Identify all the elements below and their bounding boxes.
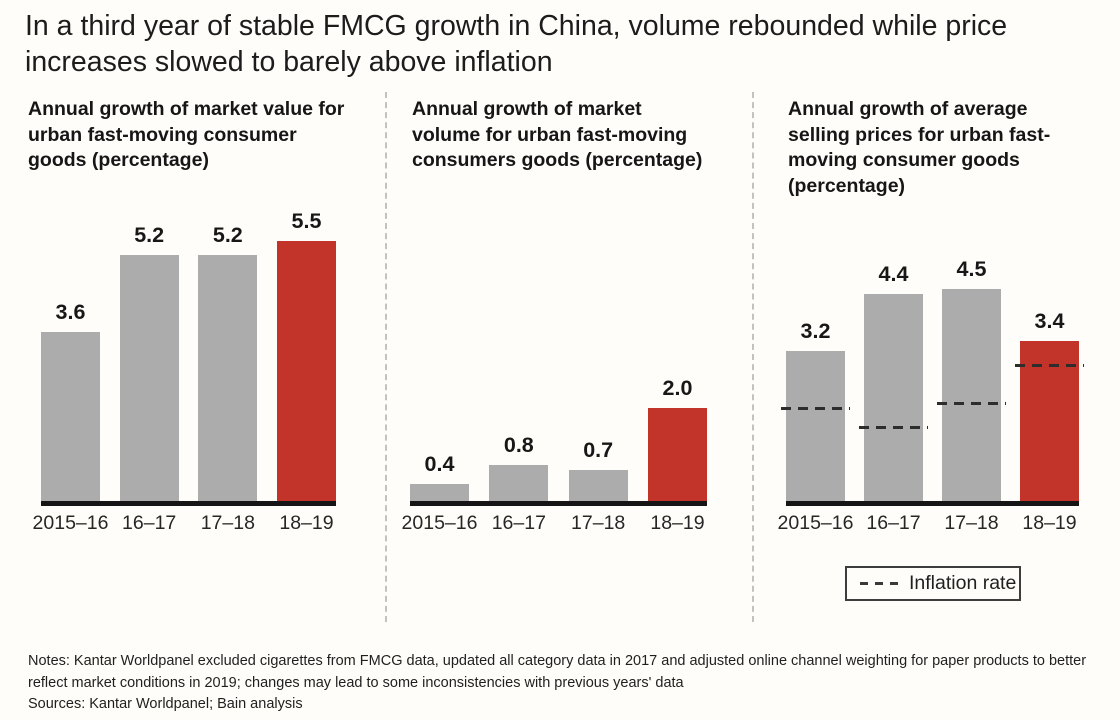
x-axis-labels: 2015–16 16–17 17–18 18–19 xyxy=(401,512,707,535)
x-axis-label: 18–19 xyxy=(1022,512,1077,534)
chart-title-selling-prices: Annual growth of average selling prices … xyxy=(788,98,1051,197)
x-axis-label: 17–18 xyxy=(571,512,626,534)
x-axis-label: 2015–16 xyxy=(401,512,478,534)
bar xyxy=(786,351,845,503)
page-title: In a third year of stable FMCG growth in… xyxy=(25,10,1008,78)
bar-group: 5.2 xyxy=(198,203,258,503)
bar-value-label: 3.4 xyxy=(1034,309,1065,333)
bar xyxy=(489,465,549,503)
bar xyxy=(410,484,469,503)
bar-group: 4.4 xyxy=(864,203,923,503)
bar-highlighted xyxy=(1020,341,1079,503)
bar-value-label: 0.7 xyxy=(583,438,614,462)
dashed-line-icon xyxy=(860,582,898,585)
bar-value-label: 5.5 xyxy=(291,209,322,233)
bar-group: 5.5 xyxy=(276,203,336,503)
x-axis-label: 18–19 xyxy=(279,512,334,534)
x-axis-baseline xyxy=(410,501,707,506)
bar-group: 5.2 xyxy=(119,203,179,503)
panel-divider xyxy=(752,92,754,622)
x-axis-baseline xyxy=(786,501,1079,506)
x-axis-labels: 2015–16 16–17 17–18 18–19 xyxy=(777,512,1079,535)
bar xyxy=(41,332,100,503)
chart-title-market-volume: Annual growth of market volume for urban… xyxy=(412,98,703,171)
bar-group: 3.6 xyxy=(41,203,100,503)
x-axis-label: 17–18 xyxy=(200,512,255,534)
chart-title-market-value: Annual growth of market value for urban … xyxy=(28,98,345,171)
inflation-rate-legend: Inflation rate xyxy=(845,566,1021,601)
bar-chart-selling-prices: 3.2 4.4 4.5 3.4 xyxy=(781,203,1084,506)
bar-group: 0.4 xyxy=(410,203,469,503)
bar-value-label: 0.4 xyxy=(424,452,455,476)
panel-divider xyxy=(385,92,387,622)
bar-group: 3.2 xyxy=(786,203,845,503)
x-axis-baseline xyxy=(41,501,336,506)
x-axis-labels: 2015–16 16–17 17–18 18–19 xyxy=(32,512,336,535)
bar-value-label: 3.2 xyxy=(800,319,831,343)
bar-group: 0.7 xyxy=(568,203,628,503)
bar-group: 3.4 xyxy=(1020,203,1079,503)
bar-highlighted xyxy=(276,241,336,503)
x-axis-label: 16–17 xyxy=(122,512,177,534)
bar-value-label: 4.5 xyxy=(956,257,987,281)
bar xyxy=(864,294,923,503)
x-axis-label: 2015–16 xyxy=(777,512,854,534)
bar xyxy=(198,255,258,503)
inflation-rate-line xyxy=(1015,364,1084,367)
x-axis-label: 16–17 xyxy=(866,512,921,534)
legend-label: Inflation rate xyxy=(909,572,1017,594)
bar xyxy=(119,255,179,503)
bar-value-label: 0.8 xyxy=(503,433,534,457)
x-axis-label: 2015–16 xyxy=(32,512,109,534)
bar xyxy=(568,470,628,503)
bar-value-label: 5.2 xyxy=(134,223,165,247)
bar xyxy=(942,289,1001,503)
x-axis-label: 18–19 xyxy=(650,512,705,534)
bar-group: 0.8 xyxy=(489,203,549,503)
bar-group: 2.0 xyxy=(647,203,707,503)
inflation-rate-line xyxy=(859,426,928,429)
notes-text: Notes: Kantar Worldpanel excluded cigare… xyxy=(28,653,1087,691)
inflation-rate-line xyxy=(937,402,1006,405)
bar-chart-market-value: 3.6 5.2 5.2 5.5 xyxy=(41,203,336,506)
x-axis-label: 16–17 xyxy=(491,512,546,534)
bar-highlighted xyxy=(647,408,707,503)
bar-value-label: 4.4 xyxy=(878,262,909,286)
bar-value-label: 3.6 xyxy=(55,300,86,324)
bar-group: 4.5 xyxy=(942,203,1001,503)
x-axis-label: 17–18 xyxy=(944,512,999,534)
bar-value-label: 2.0 xyxy=(662,376,693,400)
inflation-rate-line xyxy=(781,407,850,410)
sources-text: Sources: Kantar Worldpanel; Bain analysi… xyxy=(28,696,303,712)
footnotes: Notes: Kantar Worldpanel excluded cigare… xyxy=(28,651,1106,716)
bar-value-label: 5.2 xyxy=(212,223,243,247)
bar-chart-market-volume: 0.4 0.8 0.7 2.0 xyxy=(410,203,707,506)
